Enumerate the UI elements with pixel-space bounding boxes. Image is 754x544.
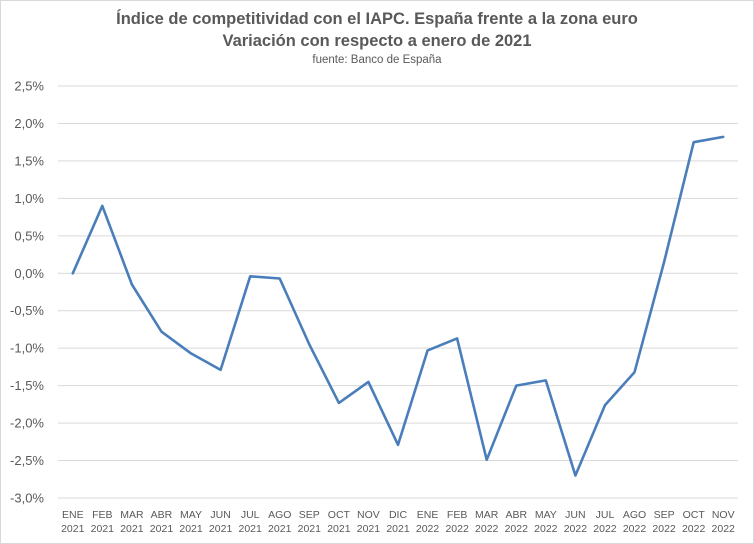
x-tick-year: 2022 <box>534 523 558 535</box>
x-tick-month: NOV <box>712 509 735 521</box>
x-axis-ticks: ENE 2021 FEB 2021 MAR 2021 ABR 2021 MAY 2021 JUN 20… <box>61 509 735 535</box>
x-tick-month: JUL <box>241 509 260 521</box>
x-tick-month: ABR <box>151 509 173 521</box>
data-point <box>692 140 696 144</box>
y-tick-label: -1,5% <box>10 378 44 393</box>
x-tick-month: SEP <box>299 509 320 521</box>
x-tick-year: 2021 <box>357 523 381 535</box>
x-tick-year: 2021 <box>179 523 203 535</box>
y-tick-label: -0,5% <box>10 303 44 318</box>
x-tick-month: JUN <box>565 509 585 521</box>
x-tick-year: 2021 <box>91 523 115 535</box>
data-point <box>337 401 341 405</box>
x-tick-year: 2022 <box>445 523 469 535</box>
y-tick-label: 2,0% <box>14 116 44 131</box>
x-tick-year: 2021 <box>61 523 85 535</box>
x-tick-year: 2022 <box>652 523 676 535</box>
x-tick-month: FEB <box>92 509 112 521</box>
data-point <box>159 330 163 334</box>
data-point <box>189 351 193 355</box>
x-tick-month: SEP <box>654 509 675 521</box>
x-tick-year: 2021 <box>268 523 292 535</box>
y-tick-label: -1,0% <box>10 341 44 356</box>
x-tick-year: 2021 <box>120 523 144 535</box>
x-tick-month: MAY <box>180 509 202 521</box>
x-tick-month: ENE <box>62 509 84 521</box>
data-point <box>455 336 459 340</box>
data-point <box>219 368 223 372</box>
data-point <box>544 378 548 382</box>
x-tick-year: 2022 <box>564 523 588 535</box>
x-tick-year: 2022 <box>623 523 647 535</box>
x-tick-month: MAR <box>120 509 144 521</box>
data-point <box>130 283 134 287</box>
x-tick-year: 2021 <box>238 523 262 535</box>
x-tick-month: OCT <box>328 509 351 521</box>
x-tick-month: JUL <box>596 509 615 521</box>
series-line <box>71 135 725 477</box>
gridlines <box>58 85 738 499</box>
data-point <box>573 474 577 478</box>
data-point <box>278 277 282 281</box>
x-tick-year: 2021 <box>298 523 322 535</box>
data-point <box>721 135 725 139</box>
x-tick-year: 2022 <box>505 523 529 535</box>
y-tick-label: 1,5% <box>14 153 44 168</box>
y-tick-label: 0,0% <box>14 266 44 281</box>
y-tick-label: -3,0% <box>10 491 44 506</box>
x-tick-month: NOV <box>357 509 380 521</box>
x-tick-month: FEB <box>447 509 467 521</box>
x-tick-year: 2022 <box>416 523 440 535</box>
x-tick-year: 2022 <box>682 523 706 535</box>
data-point <box>71 271 75 275</box>
series-group <box>71 135 725 478</box>
x-tick-year: 2022 <box>712 523 736 535</box>
x-tick-year: 2021 <box>386 523 410 535</box>
data-point <box>396 443 400 447</box>
x-tick-month: JUN <box>210 509 230 521</box>
y-axis-ticks: 2,5% 2,0% 1,5% 1,0% 0,5% 0,0% -0,5% -1,0% -1,5% -… <box>10 79 44 506</box>
data-point <box>307 342 311 346</box>
x-tick-month: MAY <box>535 509 557 521</box>
data-point <box>514 384 518 388</box>
data-point <box>603 403 607 407</box>
y-tick-label: -2,0% <box>10 416 44 431</box>
x-tick-month: OCT <box>683 509 706 521</box>
x-tick-month: MAR <box>475 509 499 521</box>
chart-titles: Índice de competitividad con el IAPC. Es… <box>0 8 754 68</box>
x-tick-month: AGO <box>268 509 291 521</box>
data-point <box>633 370 637 374</box>
x-tick-year: 2022 <box>475 523 499 535</box>
data-point <box>426 348 430 352</box>
x-tick-year: 2022 <box>593 523 617 535</box>
x-tick-month: ENE <box>417 509 439 521</box>
chart-title: Índice de competitividad con el IAPC. Es… <box>116 10 638 28</box>
y-tick-label: 1,0% <box>14 191 44 206</box>
x-tick-month: AGO <box>623 509 646 521</box>
y-tick-label: 0,5% <box>14 228 44 243</box>
data-point <box>366 380 370 384</box>
y-tick-label: 2,5% <box>14 79 44 94</box>
data-point <box>485 458 489 462</box>
x-tick-year: 2021 <box>327 523 351 535</box>
y-tick-label: -2,5% <box>10 453 44 468</box>
x-tick-year: 2021 <box>209 523 233 535</box>
data-point <box>662 260 666 264</box>
x-tick-month: ABR <box>505 509 527 521</box>
x-tick-month: DIC <box>389 509 408 521</box>
chart-subtitle: Variación con respecto a enero de 2021 <box>222 32 532 50</box>
data-point <box>248 274 252 278</box>
data-point <box>100 204 104 208</box>
chart-source: fuente: Banco de España <box>312 54 442 66</box>
x-tick-year: 2021 <box>150 523 174 535</box>
